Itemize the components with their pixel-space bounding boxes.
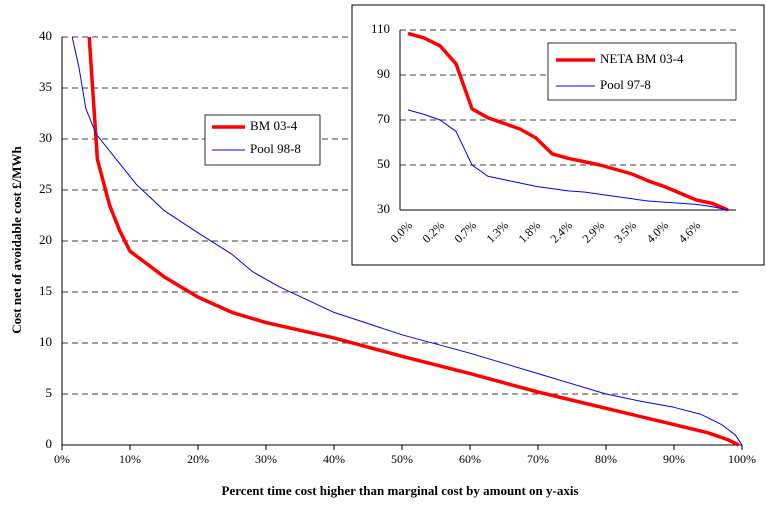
x-axis-label: Percent time cost higher than marginal c…	[222, 483, 579, 498]
x-tick-label: 40%	[323, 452, 345, 466]
y-tick-label: 10	[39, 334, 52, 349]
legend-box	[547, 42, 737, 101]
x-tick-label: 80%	[595, 452, 617, 466]
x-tick-label: 60%	[459, 452, 481, 466]
y-tick-label: 70	[377, 111, 390, 126]
y-tick-label: 20	[39, 232, 52, 247]
x-tick-label: 0%	[54, 452, 70, 466]
x-tick-label: 100%	[728, 452, 756, 466]
legend-label: Pool 97-8	[600, 77, 651, 92]
y-tick-label: 30	[377, 201, 390, 216]
y-tick-label: 0	[46, 436, 53, 451]
legend-box	[204, 114, 321, 166]
series-line	[71, 36, 743, 446]
y-tick-label: 90	[377, 66, 390, 81]
legend-label: Pool 98-8	[250, 141, 301, 156]
y-tick-label: 40	[39, 28, 52, 43]
y-tick-label: 5	[46, 385, 53, 400]
legend-label: NETA BM 03-4	[600, 51, 684, 66]
x-tick-label: 20%	[187, 452, 209, 466]
y-tick-label: 50	[377, 156, 390, 171]
x-tick-label: 50%	[391, 452, 413, 466]
x-tick-label: 90%	[663, 452, 685, 466]
x-tick-label: 70%	[527, 452, 549, 466]
x-tick-label: 10%	[119, 452, 141, 466]
y-tick-label: 110	[371, 21, 390, 36]
x-tick-label: 30%	[255, 452, 277, 466]
series-line	[87, 36, 740, 447]
series-line	[407, 31, 729, 212]
y-axis-label: Cost net of avoidable cost £/MWh	[9, 146, 24, 334]
y-tick-label: 25	[39, 181, 52, 196]
y-tick-label: 15	[39, 283, 52, 298]
legend-label: BM 03-4	[250, 118, 298, 133]
series-line	[407, 109, 729, 211]
y-tick-label: 35	[39, 79, 52, 94]
y-tick-label: 30	[39, 130, 52, 145]
